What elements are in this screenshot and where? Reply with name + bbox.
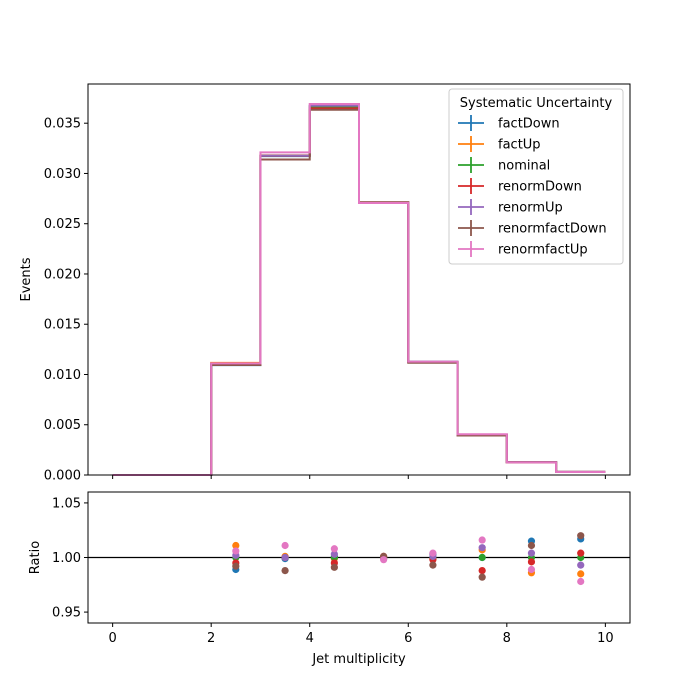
ratio-point-renormfactUp (380, 556, 388, 564)
legend-entry-nominal: nominal (498, 159, 550, 174)
main-ytick-label: 0.020 (44, 267, 81, 282)
legend-title: Systematic Uncertainty (460, 96, 613, 111)
legend: Systematic Uncertainty factDown factUp nomi… (448, 88, 624, 265)
main-ytick-label: 0.030 (44, 167, 81, 182)
ratio-xtick-label: 0 (108, 631, 116, 646)
legend-entry-factUp: factUp (498, 138, 541, 153)
main-ytick-label: 0.025 (44, 217, 81, 232)
ratio-point-renormDown (577, 549, 585, 557)
legend-entry-renormfactDown: renormfactDown (498, 222, 607, 237)
ratio-point-renormUp (577, 561, 585, 569)
ratio-point-renormfactUp (281, 541, 289, 550)
ratio-ytick-label: 1.05 (52, 496, 81, 511)
ratio-point-renormfactUp (330, 545, 338, 553)
main-axes-frame (87, 83, 631, 476)
ratio-point-nominal (478, 553, 486, 562)
ratio-point-renormDown (527, 558, 536, 566)
legend-entry-renormfactUp: renormfactUp (498, 243, 588, 258)
ratio-ytick-label: 0.95 (52, 606, 81, 621)
legend-entry-factDown: factDown (498, 117, 560, 132)
ratio-xtick-label: 6 (404, 631, 412, 646)
ratio-xtick-label: 2 (207, 631, 215, 646)
main-ytick-label: 0.015 (44, 318, 81, 333)
ratio-xtick-label: 4 (306, 631, 314, 646)
ratio-point-renormfactDown (577, 532, 585, 540)
legend-entry-renormDown: renormDown (498, 180, 582, 195)
legend-box (448, 88, 624, 265)
ratio-point-renormfactUp (429, 549, 437, 557)
main-ylabel: Events (19, 257, 34, 301)
ratio-point-renormDown (478, 567, 486, 575)
ratio-point-renormfactUp (478, 536, 486, 544)
ratio-point-renormUp (527, 549, 536, 557)
ratio-point-renormfactDown (232, 562, 240, 570)
ratio-point-renormfactUp (232, 547, 240, 555)
ratio-panel: 0.95 1.00 1.05 0 2 4 6 8 10 Jet multiplicity Ratio (28, 491, 631, 667)
ratio-xlabel: Jet multiplicity (311, 652, 406, 667)
main-panel: 0.000 0.005 0.010 0.015 0.020 0.025 0.030 0.035… (19, 83, 631, 484)
ratio-point-renormfactDown (527, 541, 536, 550)
legend-entry-renormUp: renormUp (498, 201, 563, 216)
ratio-point-factUp (232, 541, 240, 550)
ratio-point-renormfactDown (478, 573, 486, 581)
ratio-point-renormfactDown (330, 563, 338, 571)
ratio-point-renormfactDown (281, 567, 289, 575)
main-ytick-label: 0.035 (44, 117, 81, 132)
ratio-point-renormfactUp (577, 577, 585, 586)
ratio-point-renormfactDown (429, 561, 437, 569)
main-ytick-label: 0.005 (44, 418, 81, 433)
ratio-xtick-label: 8 (503, 631, 511, 646)
ratio-point-renormUp (478, 544, 486, 552)
ratio-point-renormfactUp (527, 565, 536, 574)
ratio-point-renormUp (330, 550, 338, 558)
ratio-point-renormUp (281, 553, 289, 562)
ratio-xtick-label: 10 (597, 631, 614, 646)
histogram-renormfactUp (112, 103, 606, 476)
ratio-point-factUp (577, 570, 585, 578)
ratio-ytick-label: 1.00 (52, 551, 81, 566)
main-ytick-label: 0.010 (44, 368, 81, 383)
main-ytick-label: 0.000 (44, 469, 81, 484)
ratio-ylabel: Ratio (28, 541, 43, 574)
